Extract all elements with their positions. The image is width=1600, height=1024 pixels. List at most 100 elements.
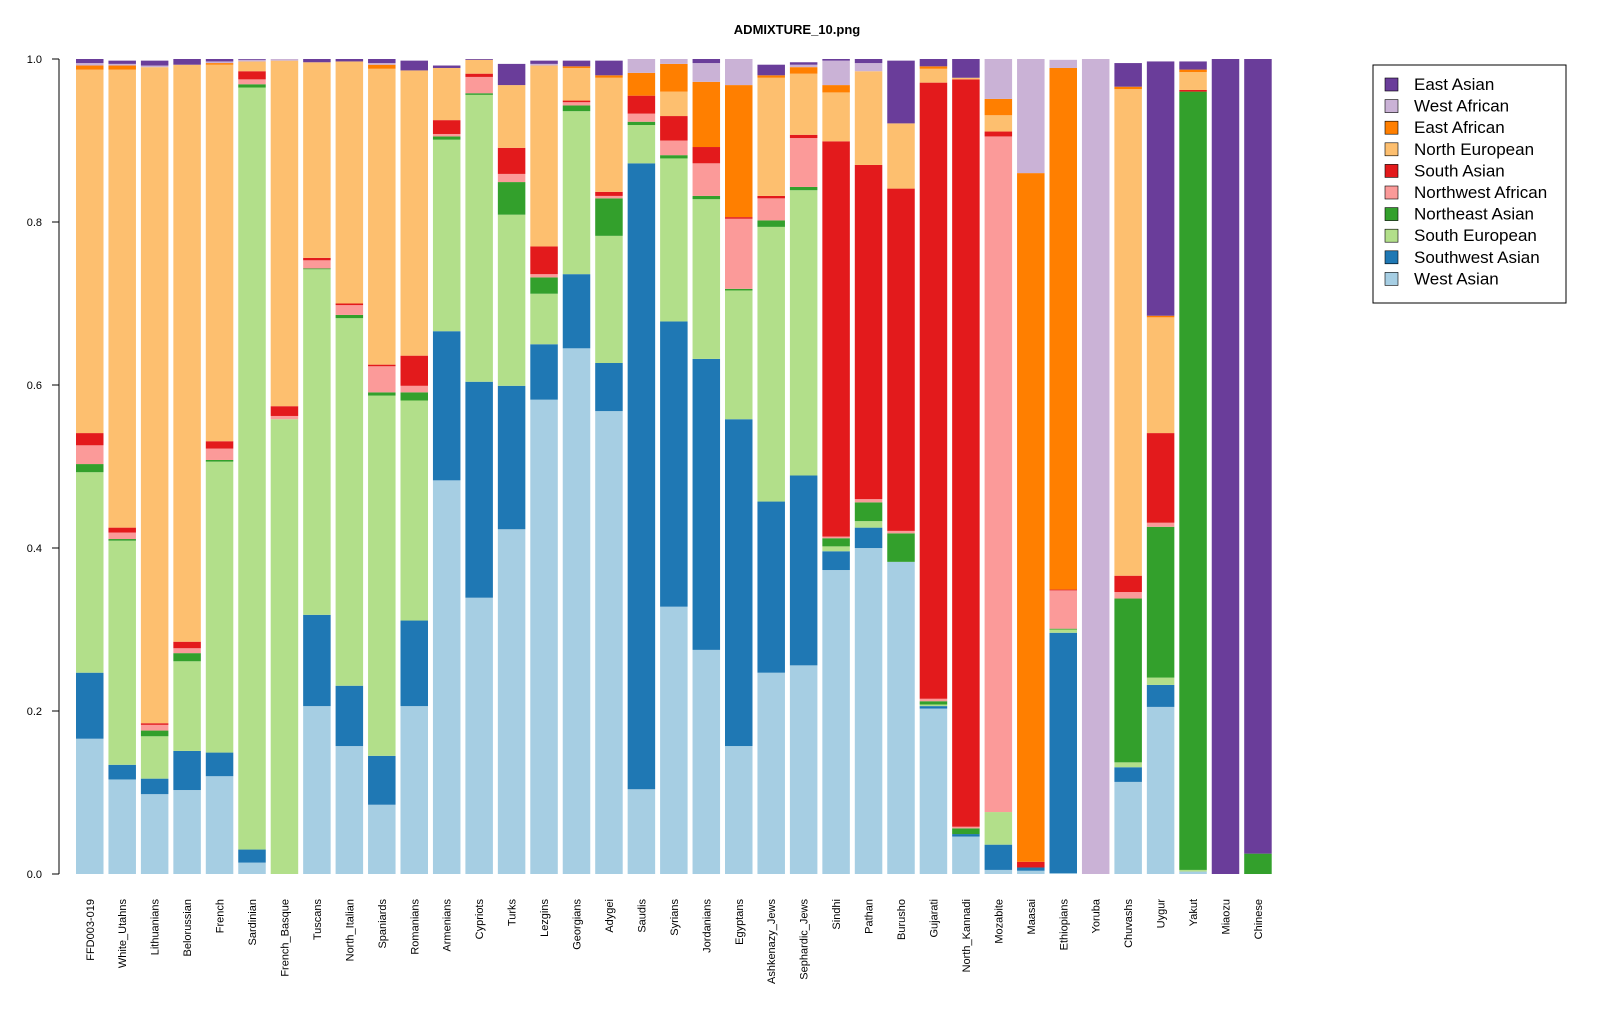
- bar-segment: [757, 226, 785, 502]
- bar-segment: [562, 60, 591, 67]
- bar-segment: [1049, 59, 1077, 68]
- bar-segment: [1049, 590, 1077, 629]
- bar-segment: [822, 141, 850, 537]
- bar-segment: [887, 123, 915, 189]
- x-tick-label: Ashkenazy_Jews: [766, 899, 778, 984]
- bars-layer: [76, 59, 1272, 875]
- bar-segment: [562, 100, 591, 103]
- legend-label: Northeast Asian: [1414, 205, 1534, 224]
- bar-segment: [368, 804, 396, 874]
- legend: East Asian West African East African North …: [1372, 64, 1567, 304]
- bar-segment: [270, 419, 299, 874]
- x-tick-label: Lithuanians: [150, 899, 162, 956]
- bar-segment: [108, 532, 136, 540]
- bar-segment: [692, 649, 721, 875]
- legend-label: South European: [1414, 226, 1537, 245]
- bar-segment: [1049, 589, 1077, 591]
- bar-segment: [887, 188, 915, 531]
- bar-segment: [952, 79, 980, 827]
- bar-segment: [1114, 781, 1142, 874]
- bar-stack: [205, 59, 234, 874]
- bar-stack: [595, 60, 623, 874]
- bar-segment: [205, 776, 234, 874]
- bar-segment: [205, 448, 234, 460]
- x-tick-label: Syrians: [669, 899, 681, 936]
- x-tick-label: Spaniards: [377, 899, 389, 949]
- bar-segment: [757, 198, 785, 221]
- bar-segment: [952, 836, 980, 874]
- bar-segment: [335, 305, 364, 315]
- bar-segment: [887, 60, 915, 124]
- bar-segment: [76, 472, 104, 673]
- bar-segment: [692, 358, 721, 650]
- bar-stack: [1114, 63, 1142, 874]
- bar-segment: [205, 441, 234, 449]
- bar-segment: [173, 790, 201, 874]
- bar-segment: [238, 59, 266, 62]
- bar-segment: [368, 395, 396, 756]
- bar-segment: [1114, 89, 1142, 576]
- bar-segment: [303, 706, 331, 874]
- bar-segment: [789, 64, 818, 68]
- bar-segment: [140, 723, 169, 725]
- bar-segment: [1146, 684, 1175, 707]
- bar-segment: [887, 530, 915, 534]
- bar-stack: [173, 59, 201, 874]
- bar-segment: [984, 59, 1013, 99]
- x-tick-label: Turks: [507, 899, 519, 927]
- bar-segment: [465, 76, 493, 94]
- bar-segment: [757, 672, 785, 874]
- bar-stack: [984, 59, 1013, 874]
- bar-stack: [562, 60, 591, 874]
- bar-stack: [1179, 61, 1207, 874]
- bar-segment: [368, 755, 396, 805]
- bar-segment: [108, 60, 136, 64]
- bar-segment: [368, 59, 396, 64]
- bar-segment: [887, 561, 915, 874]
- x-tick-label: Sephardic_Jews: [799, 899, 811, 980]
- bar-segment: [335, 314, 364, 319]
- x-tick-label: Armenians: [442, 899, 454, 952]
- bar-segment: [1244, 59, 1272, 854]
- bar-segment: [368, 392, 396, 396]
- x-tick-label: Ethiopians: [1058, 899, 1070, 951]
- legend-swatch: [1384, 142, 1399, 157]
- bar-segment: [1146, 522, 1175, 527]
- bar-segment: [789, 73, 818, 135]
- bar-segment: [757, 77, 785, 196]
- bar-segment: [173, 653, 201, 662]
- bar-segment: [725, 419, 753, 747]
- legend-swatch: [1384, 207, 1399, 221]
- x-tick-label: Maasai: [1026, 899, 1038, 934]
- bar-segment: [238, 71, 266, 80]
- bar-segment: [660, 116, 688, 141]
- bar-segment: [530, 246, 558, 275]
- legend-box: [1372, 64, 1567, 304]
- bar-segment: [530, 293, 558, 345]
- bar-stack: [887, 60, 915, 874]
- x-tick-label: Jordanians: [701, 899, 713, 953]
- bar-stack: [530, 60, 558, 874]
- bar-segment: [238, 849, 266, 863]
- bar-segment: [1179, 61, 1207, 70]
- x-tick-label: Yakut: [1188, 899, 1200, 926]
- bar-segment: [530, 65, 558, 247]
- bar-segment: [108, 65, 136, 70]
- bar-stack: [335, 59, 364, 874]
- bar-segment: [1146, 61, 1175, 316]
- bar-segment: [173, 648, 201, 654]
- bar-segment: [140, 724, 169, 731]
- bar-segment: [400, 70, 428, 356]
- bar-segment: [173, 64, 201, 642]
- bar-stack: [108, 60, 136, 874]
- bar-segment: [854, 527, 883, 549]
- bar-segment: [400, 392, 428, 401]
- bar-segment: [952, 834, 980, 837]
- bar-segment: [530, 277, 558, 294]
- bar-segment: [140, 730, 169, 737]
- bar-segment: [660, 321, 688, 607]
- legend-swatch: [1384, 164, 1399, 178]
- bar-segment: [984, 131, 1013, 137]
- bar-segment: [595, 198, 623, 236]
- bar-segment: [205, 61, 234, 64]
